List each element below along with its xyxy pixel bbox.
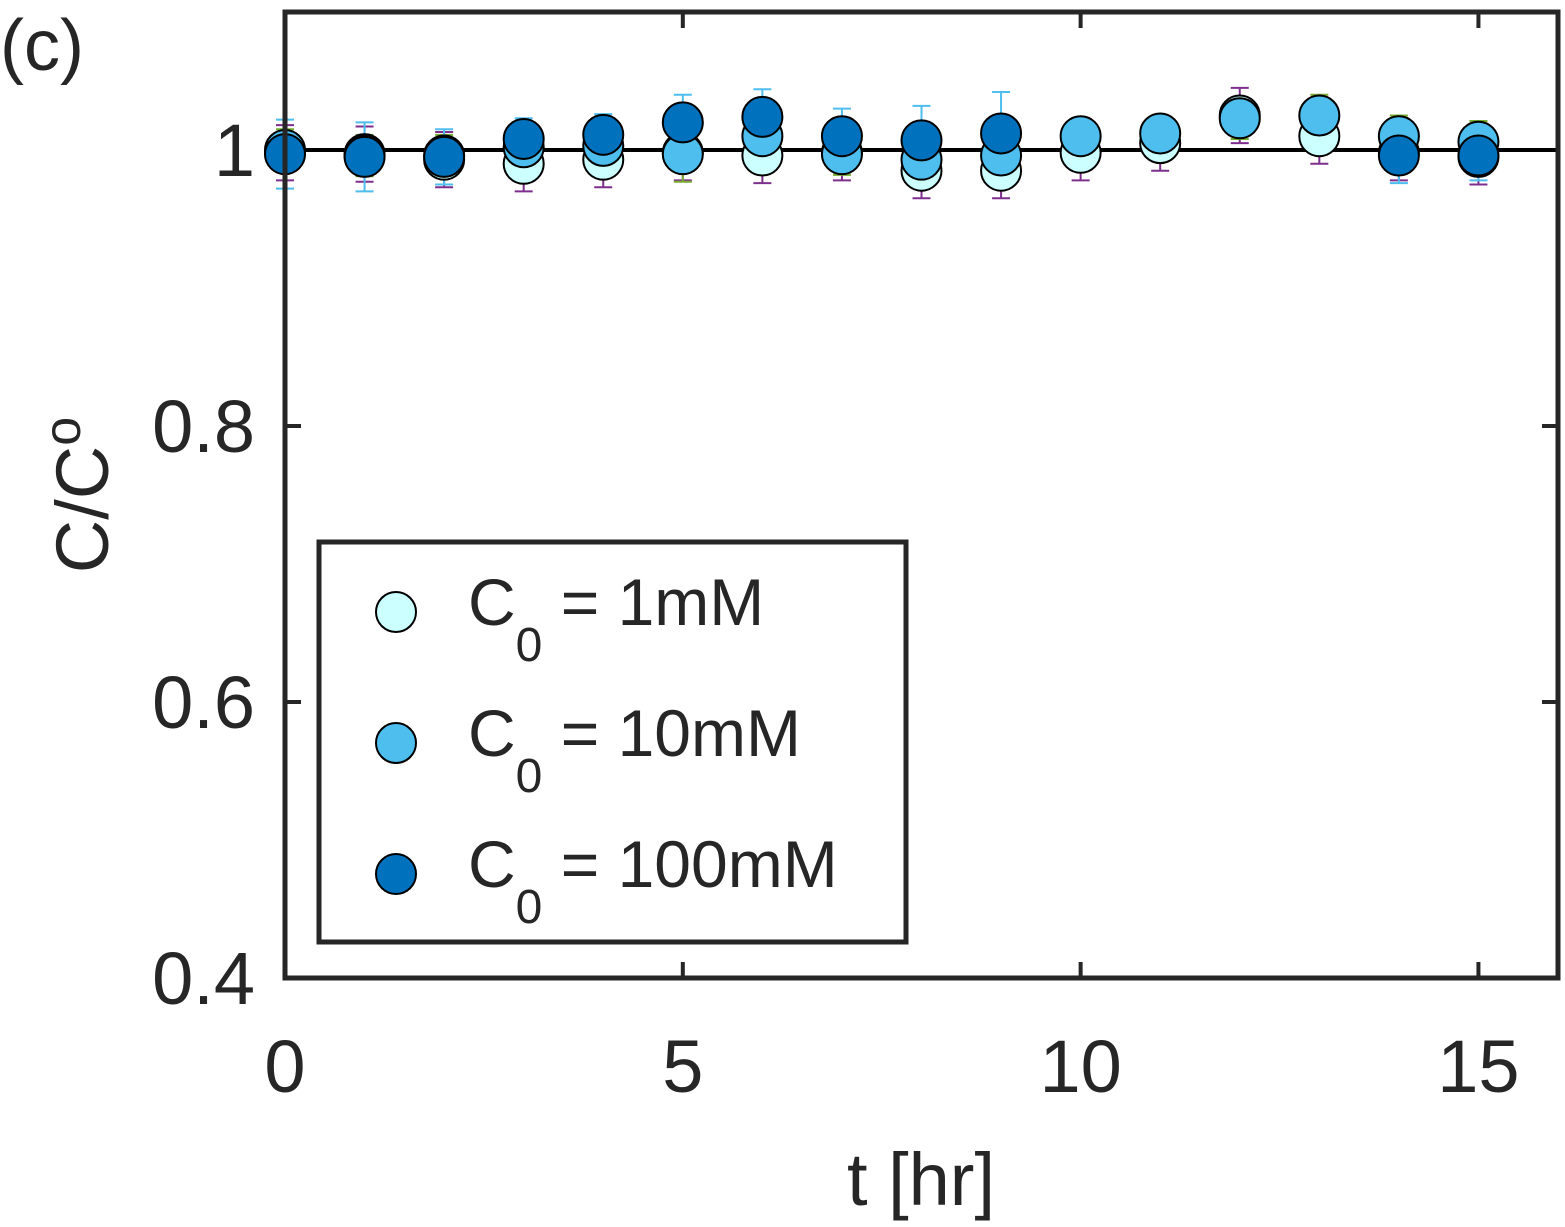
point-10mM bbox=[1298, 94, 1341, 137]
svg-text:C/Co: C/Co bbox=[34, 417, 124, 573]
point-100mM bbox=[820, 115, 863, 158]
x-tick-label: 15 bbox=[1437, 1025, 1519, 1108]
panel-label: (c) bbox=[0, 6, 84, 86]
point-100mM bbox=[980, 112, 1023, 155]
point-100mM bbox=[343, 135, 386, 178]
y-axis-label: C/Co bbox=[34, 417, 124, 573]
point-10mM bbox=[1218, 97, 1261, 140]
y-axis-label-main: C/C bbox=[41, 446, 124, 573]
point-100mM bbox=[1377, 134, 1420, 177]
y-axis-label-sub: o bbox=[34, 417, 92, 446]
x-tick-label: 10 bbox=[1039, 1025, 1121, 1108]
point-10mM bbox=[1059, 115, 1102, 158]
y-tick-label: 0.6 bbox=[152, 661, 255, 744]
point-100mM bbox=[582, 113, 625, 156]
legend-marker-1mM bbox=[375, 591, 417, 633]
point-100mM bbox=[423, 135, 466, 178]
point-10mM bbox=[1139, 112, 1182, 155]
y-tick-label: 0.4 bbox=[152, 937, 255, 1020]
data-points bbox=[264, 94, 1500, 192]
point-100mM bbox=[1457, 134, 1500, 177]
legend-label-100mM: C0 = 100mM bbox=[468, 827, 838, 934]
point-100mM bbox=[900, 119, 943, 162]
tick-labels: 0 5 10 15 0.4 0.6 0.8 1 bbox=[152, 109, 1519, 1108]
x-tick-label: 5 bbox=[662, 1025, 703, 1108]
x-axis-label: t [hr] bbox=[847, 1138, 995, 1221]
axes-box bbox=[282, 9, 1561, 981]
x-tick-label: 0 bbox=[264, 1025, 305, 1108]
point-100mM bbox=[741, 95, 784, 138]
legend-marker-10mM bbox=[375, 722, 417, 764]
point-100mM bbox=[661, 101, 704, 144]
legend-marker-100mM bbox=[375, 853, 417, 895]
legend: C0 = 1mM C0 = 10mM C0 = 100mM bbox=[316, 539, 909, 945]
legend-label-10mM: C0 = 10mM bbox=[468, 696, 801, 803]
y-tick-label: 0.8 bbox=[152, 385, 255, 468]
point-100mM bbox=[502, 117, 545, 160]
legend-label-1mM: C0 = 1mM bbox=[468, 565, 764, 672]
y-tick-label: 1 bbox=[214, 109, 255, 192]
